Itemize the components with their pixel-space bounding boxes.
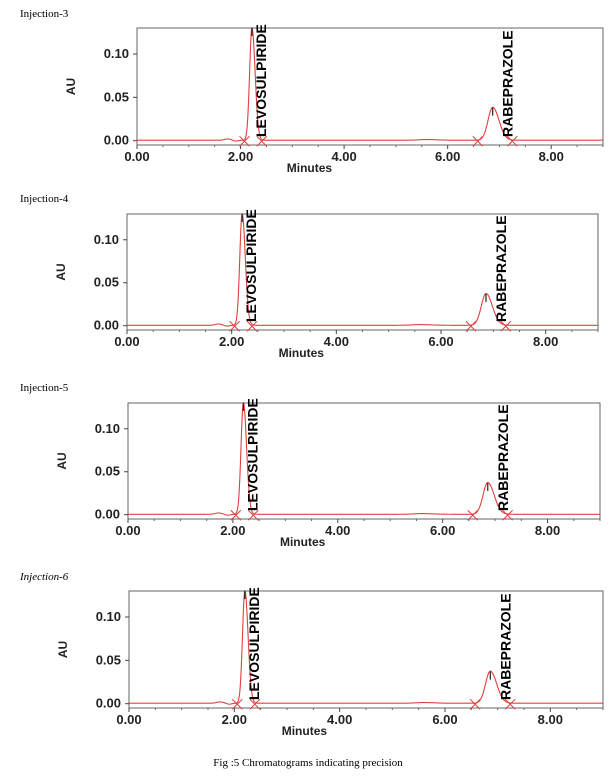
x-tick-label: 0.00 (114, 334, 139, 349)
panel-title-injection-3: Injection-3 (20, 8, 69, 20)
peak-label: LEVOSULPIRIDE (246, 587, 262, 700)
integration-mark (467, 509, 479, 521)
y-tick-label: 0.00 (104, 133, 129, 148)
chromatogram-injection-5: 0.00 0.05 0.10 0.00 2.00 4.00 6.00 8.00 Minutes A… (55, 398, 601, 549)
plot-frame (127, 402, 601, 520)
x-tick-label: 4.00 (325, 523, 350, 538)
x-tick-label: 4.00 (327, 712, 352, 727)
panel-title-injection-5: Injection-5 (20, 382, 69, 394)
integration-mark (249, 698, 261, 710)
x-axis-title: Minutes (279, 346, 325, 360)
chromatogram-injection-3: 0.00 0.05 0.10 0.00 2.00 4.00 6.00 8.00 Minutes A… (64, 24, 604, 175)
y-tick-label: 0.00 (95, 507, 120, 522)
chromatogram-trace (127, 212, 598, 327)
chromatogram-trace (137, 26, 603, 142)
x-tick-label: 8.00 (535, 523, 560, 538)
y-tick-label: 0.05 (104, 89, 129, 104)
y-tick-label: 0.05 (96, 652, 121, 667)
x-tick-label: 6.00 (435, 149, 460, 164)
peak-label: LEVOSULPIRIDE (253, 24, 269, 137)
x-tick-label: 6.00 (432, 712, 457, 727)
integration-mark (506, 135, 518, 147)
x-tick-label: 2.00 (222, 712, 247, 727)
y-axis-title: AU (56, 641, 70, 658)
integration-mark (504, 698, 516, 710)
x-tick-label: 2.00 (220, 523, 245, 538)
x-tick-label: 8.00 (538, 712, 563, 727)
plot-frame (136, 27, 604, 146)
x-axis-title: Minutes (287, 161, 333, 175)
panel-title-injection-6: Injection-6 (20, 571, 69, 583)
y-axis-title: AU (55, 452, 69, 469)
x-tick-label: 6.00 (430, 523, 455, 538)
integration-mark (465, 320, 477, 332)
chromatogram-injection-6: 0.00 0.05 0.10 0.00 2.00 4.00 6.00 8.00 Minutes A… (56, 587, 604, 738)
chromatogram-trace (129, 589, 603, 705)
x-tick-label: 0.00 (115, 523, 140, 538)
x-tick-label: 0.00 (116, 712, 141, 727)
y-tick-label: 0.05 (94, 275, 119, 290)
plot-frame (128, 590, 604, 709)
x-axis-title: Minutes (282, 724, 328, 738)
integration-mark (500, 320, 512, 332)
x-tick-label: 4.00 (331, 149, 356, 164)
peak-label: LEVOSULPIRIDE (244, 398, 260, 511)
x-axis-title: Minutes (280, 535, 326, 549)
y-tick-label: 0.10 (94, 232, 119, 247)
x-tick-label: 0.00 (124, 149, 149, 164)
peak-label: LEVOSULPIRIDE (243, 209, 259, 322)
panel-title-injection-4: Injection-4 (20, 193, 69, 205)
integration-mark (231, 698, 243, 710)
y-tick-label: 0.05 (95, 464, 120, 479)
x-tick-label: 4.00 (324, 334, 349, 349)
x-tick-label: 8.00 (533, 334, 558, 349)
chromatogram-injection-4: 0.00 0.05 0.10 0.00 2.00 4.00 6.00 8.00 Minutes A… (54, 209, 599, 360)
integration-mark (229, 320, 240, 332)
x-tick-label: 2.00 (219, 334, 244, 349)
integration-mark (502, 509, 513, 521)
integration-mark (469, 698, 481, 710)
integration-mark (472, 135, 484, 147)
integration-mark (230, 509, 242, 521)
peak-label: RABEPRAZOLE (495, 404, 511, 511)
integration-mark (239, 135, 250, 147)
peak-label: RABEPRAZOLE (500, 30, 516, 137)
y-tick-label: 0.10 (95, 421, 120, 436)
peak-label: RABEPRAZOLE (497, 593, 513, 700)
integration-mark (256, 135, 268, 147)
plot-frame (126, 213, 599, 331)
peak-label: RABEPRAZOLE (493, 215, 509, 322)
y-axis-title: AU (64, 78, 78, 95)
integration-mark (247, 509, 259, 521)
chromatogram-trace (128, 401, 600, 516)
y-axis-title: AU (54, 263, 68, 280)
y-tick-label: 0.10 (104, 46, 129, 61)
x-tick-label: 2.00 (228, 149, 253, 164)
x-tick-label: 8.00 (539, 149, 564, 164)
x-tick-label: 6.00 (428, 334, 453, 349)
integration-mark (246, 320, 258, 332)
y-tick-label: 0.00 (94, 318, 119, 333)
y-tick-label: 0.00 (96, 696, 121, 711)
y-tick-label: 0.10 (96, 609, 121, 624)
figure-caption: Fig :5 Chromatograms indicating precisio… (213, 757, 403, 769)
